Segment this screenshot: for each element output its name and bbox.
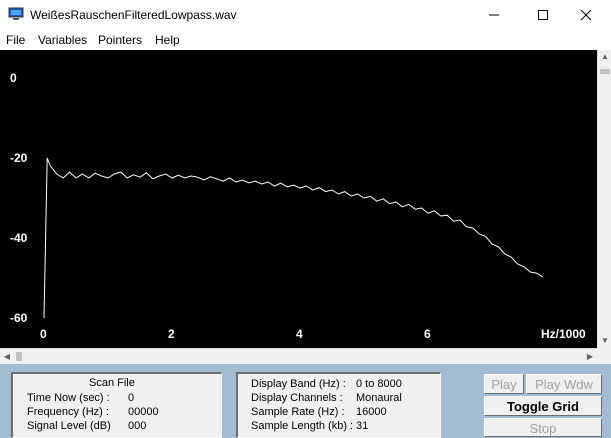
spectrum-plot: 0 -20 -40 -60 0 2 4 6 Hz/1000 xyxy=(0,50,597,348)
toggle-grid-button[interactable]: Toggle Grid xyxy=(484,396,602,416)
frequency-label: Frequency (Hz) : xyxy=(27,406,109,418)
scroll-right-icon[interactable]: ▶ xyxy=(586,352,594,361)
y-tick-label: -20 xyxy=(10,151,28,165)
app-icon xyxy=(8,7,24,20)
minimize-button[interactable] xyxy=(471,0,517,30)
menu-variables[interactable]: Variables xyxy=(38,33,88,47)
scrollbar-corner xyxy=(597,348,611,364)
vertical-scrollbar[interactable]: ▲ ▼ xyxy=(597,50,611,348)
spectrum-chart: 0 -20 -40 -60 0 2 4 6 Hz/1000 xyxy=(10,71,586,341)
scroll-down-icon[interactable]: ▼ xyxy=(601,336,609,345)
sample-length-label: Sample Length (kb) : xyxy=(251,420,354,432)
display-band-value: 0 to 8000 xyxy=(356,378,402,390)
x-tick-label: 2 xyxy=(168,327,175,341)
vertical-scroll-thumb[interactable] xyxy=(600,69,610,74)
maximize-icon xyxy=(538,10,548,20)
time-now-label: Time Now (sec) : xyxy=(27,392,110,404)
y-tick-label: -40 xyxy=(10,231,28,245)
menu-pointers[interactable]: Pointers xyxy=(98,33,143,47)
x-tick-label: 6 xyxy=(424,327,431,341)
close-button[interactable] xyxy=(563,0,609,30)
menu-file[interactable]: File xyxy=(6,33,26,47)
menu-help[interactable]: Help xyxy=(155,33,180,47)
title-bar: WeißesRauschenFilteredLowpass.wav xyxy=(0,0,611,30)
minimize-icon xyxy=(489,14,499,16)
close-icon xyxy=(580,9,592,21)
sample-rate-label: Sample Rate (Hz) : xyxy=(251,406,345,418)
frequency-value: 00000 xyxy=(128,406,159,418)
time-now-value: 0 xyxy=(128,392,135,404)
signal-level-label: Signal Level (dB) xyxy=(27,420,111,432)
spectrum-line xyxy=(43,157,544,319)
sample-rate-value: 16000 xyxy=(356,406,387,418)
y-tick-label: -60 xyxy=(10,311,28,325)
maximize-button[interactable] xyxy=(520,0,566,30)
play-button[interactable]: Play xyxy=(484,374,524,394)
scan-file-panel: Scan File Time Now (sec) : 0 Frequency (… xyxy=(11,372,222,438)
display-channels-value: Monaural xyxy=(356,392,402,404)
menu-bar: File Variables Pointers Help xyxy=(0,30,611,50)
display-band-label: Display Band (Hz) : xyxy=(251,378,346,390)
status-area: Scan File Time Now (sec) : 0 Frequency (… xyxy=(0,364,611,438)
stop-button[interactable]: Stop xyxy=(484,418,602,437)
horizontal-scroll-thumb[interactable] xyxy=(16,352,22,361)
scroll-left-icon[interactable]: ◀ xyxy=(3,352,11,361)
scroll-up-icon[interactable]: ▲ xyxy=(601,52,609,61)
scan-file-heading: Scan File xyxy=(89,377,135,389)
sample-length-value: 31 xyxy=(356,420,369,432)
horizontal-scrollbar[interactable]: ◀ ▶ xyxy=(0,348,597,364)
signal-level-value: 000 xyxy=(128,420,147,432)
window-title: WeißesRauschenFilteredLowpass.wav xyxy=(30,8,237,22)
display-channels-label: Display Channels : xyxy=(251,392,343,404)
x-axis-label: Hz/1000 xyxy=(541,327,586,341)
y-tick-label: 0 xyxy=(10,71,17,85)
play-window-button[interactable]: Play Wdw xyxy=(526,374,602,394)
x-tick-label: 4 xyxy=(296,327,303,341)
x-tick-label: 0 xyxy=(40,327,47,341)
display-info-panel: Display Band (Hz) : 0 to 8000 Display Ch… xyxy=(236,372,441,438)
